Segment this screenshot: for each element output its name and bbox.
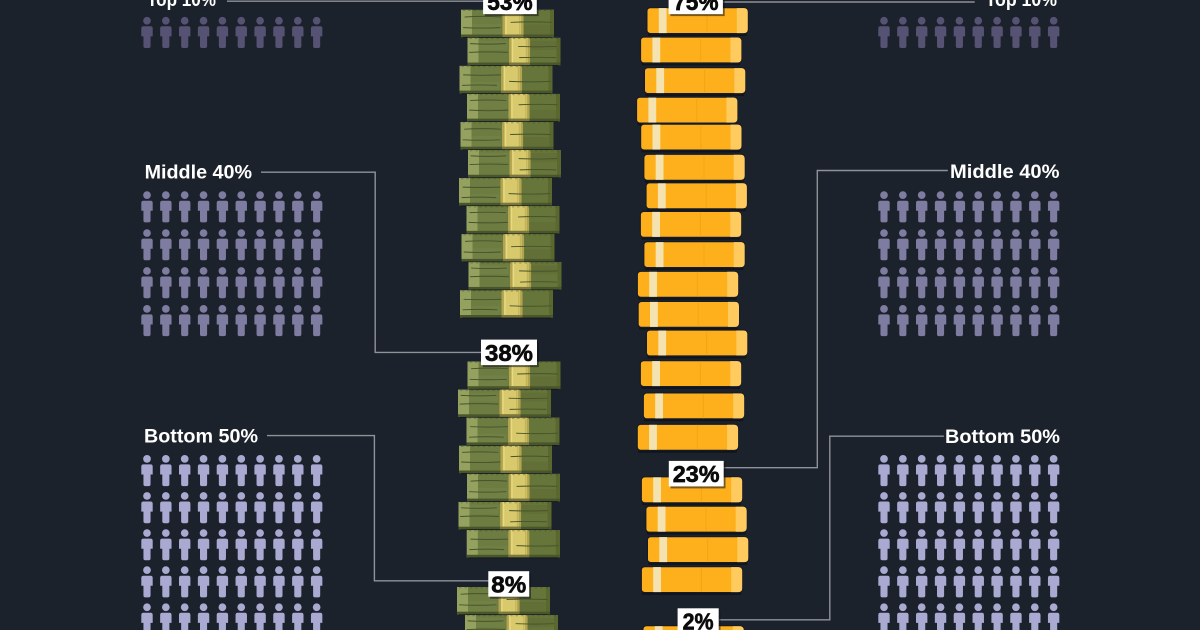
svg-text:53%: 53% — [487, 0, 532, 15]
svg-text:Middle 40%: Middle 40% — [950, 161, 1060, 183]
svg-text:Bottom 50%: Bottom 50% — [144, 426, 258, 448]
svg-text:2%: 2% — [683, 609, 714, 630]
svg-text:23%: 23% — [673, 461, 720, 487]
svg-text:Middle 40%: Middle 40% — [145, 162, 252, 184]
svg-text:38%: 38% — [485, 340, 533, 366]
svg-text:Bottom 50%: Bottom 50% — [945, 426, 1060, 448]
svg-text:8%: 8% — [491, 571, 526, 597]
svg-text:Top 10%: Top 10% — [986, 0, 1058, 11]
svg-text:75%: 75% — [673, 0, 718, 15]
svg-text:Top 10%: Top 10% — [147, 0, 216, 11]
